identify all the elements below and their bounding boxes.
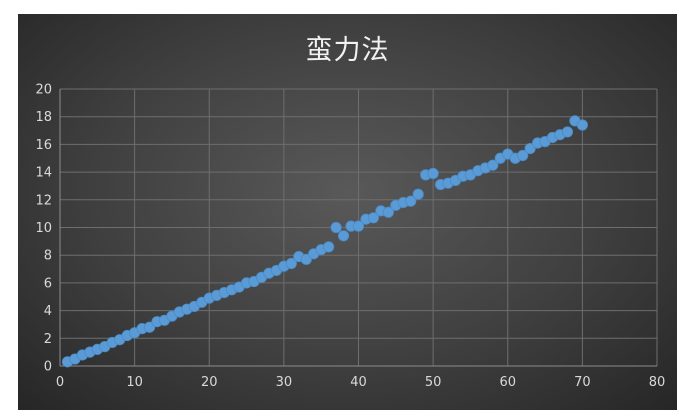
data-point <box>337 230 350 242</box>
x-tick-label: 70 <box>574 375 591 390</box>
x-tick-label: 60 <box>499 375 516 390</box>
x-tick-label: 10 <box>126 375 143 390</box>
data-point <box>382 206 394 218</box>
data-point <box>524 142 536 155</box>
y-tick-label: 6 <box>44 276 52 291</box>
y-tick-label: 2 <box>44 332 52 347</box>
data-point <box>323 241 335 253</box>
y-tick-label: 4 <box>44 304 52 319</box>
scatter-plot: 0 2 4 6 8 10 12 14 16 18 20 0 10 20 30 40 50 60 70 80 <box>35 83 666 391</box>
data-point <box>143 321 156 333</box>
data-point <box>487 159 499 171</box>
x-tick-label: 80 <box>649 375 666 390</box>
data-point <box>352 220 365 232</box>
y-tick-label: 12 <box>35 193 52 208</box>
y-tick-label: 16 <box>35 138 52 153</box>
data-point <box>285 257 297 270</box>
data-point <box>561 126 574 138</box>
y-tick-label: 20 <box>35 83 52 98</box>
y-tick-label: 18 <box>35 110 52 125</box>
y-tick-label: 14 <box>35 166 52 181</box>
data-point <box>367 212 380 224</box>
chart-title: 蛮力法 <box>305 35 390 66</box>
y-tick-label: 10 <box>35 221 52 236</box>
y-tick-label: 0 <box>44 360 52 375</box>
data-point <box>412 188 424 200</box>
x-tick-label: 40 <box>350 375 367 390</box>
x-tick-label: 30 <box>276 375 293 390</box>
data-point <box>300 253 312 265</box>
data-point <box>427 167 439 180</box>
data-point <box>330 221 342 234</box>
x-tick-label: 20 <box>201 375 218 390</box>
x-tick-label: 0 <box>56 375 64 390</box>
x-tick-label: 50 <box>425 375 442 390</box>
chart-area: 蛮力法 0 2 4 6 8 10 12 14 16 18 20 0 10 20 30 40 50 60 70 80 <box>18 14 677 410</box>
data-point <box>576 119 588 131</box>
y-tick-label: 8 <box>44 249 52 264</box>
data-point <box>405 195 417 207</box>
data-point <box>517 149 529 162</box>
